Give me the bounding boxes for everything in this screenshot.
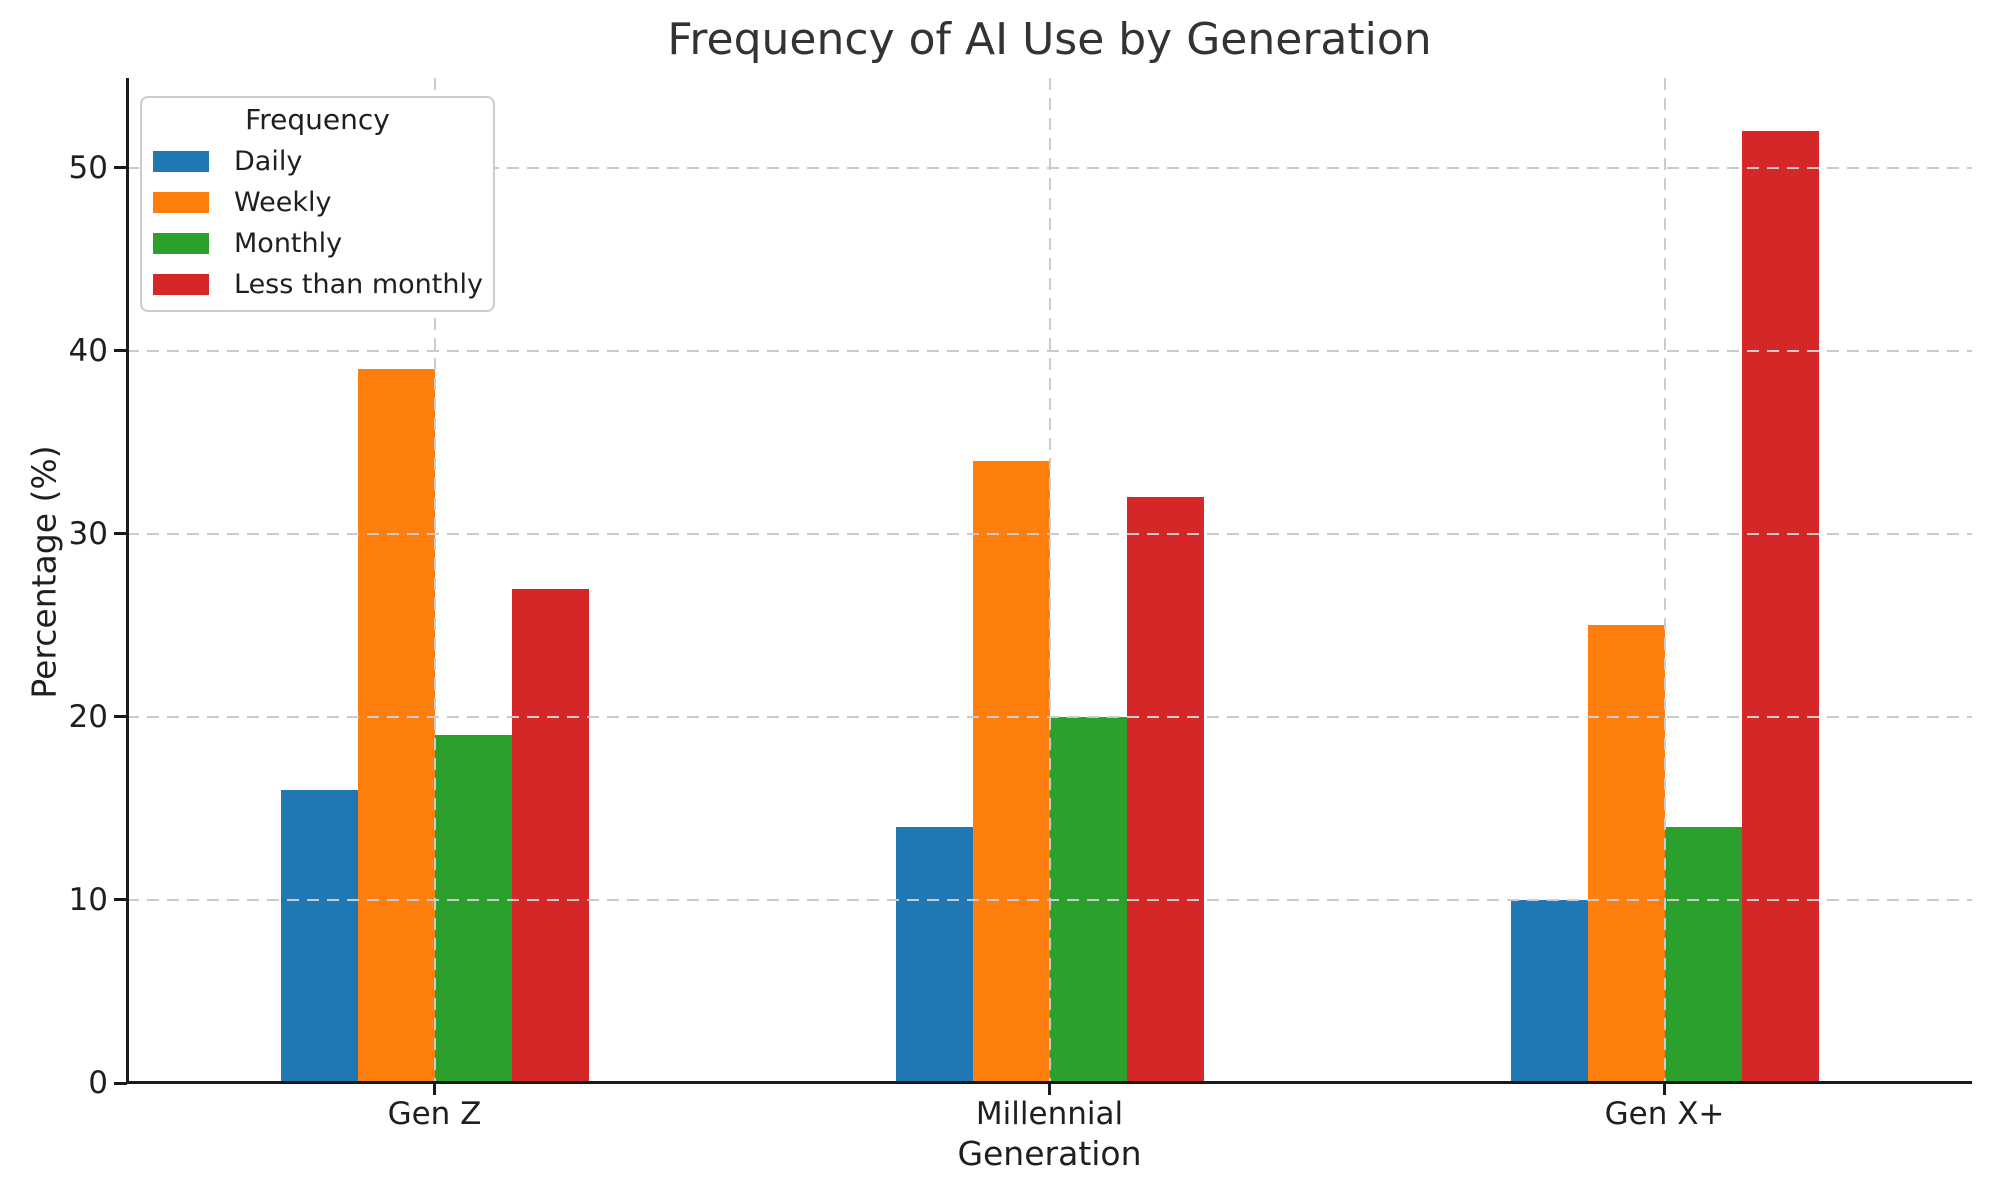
x-axis-spine <box>126 1081 1972 1084</box>
y-tick-label-0: 0 <box>88 1065 108 1101</box>
x-tick-label-millennial: Millennial <box>975 1096 1124 1132</box>
legend-item-daily: Daily <box>142 141 493 182</box>
bar-gen-x-daily <box>1510 899 1588 1083</box>
legend: Frequency Daily Weekly Monthly Less than… <box>140 96 495 312</box>
legend-swatch-less-than-monthly <box>153 274 209 295</box>
bar-millennial-daily <box>895 826 973 1083</box>
bar-gen-z-monthly <box>434 735 512 1083</box>
bar-gen-x-weekly <box>1587 625 1665 1083</box>
x-tick-millennial <box>1048 1083 1051 1095</box>
y-axis-spine <box>126 78 129 1083</box>
y-tick-label-30: 30 <box>68 515 108 552</box>
y-tick-20 <box>114 715 127 719</box>
x-tick-gen-x <box>1663 1083 1666 1095</box>
x-tick-label-gen-z: Gen Z <box>387 1096 482 1132</box>
legend-swatch-weekly <box>153 192 209 213</box>
x-axis-label: Generation <box>957 1134 1142 1173</box>
legend-title: Frequency <box>245 103 390 136</box>
legend-item-monthly: Monthly <box>142 223 493 264</box>
y-tick-label-10: 10 <box>68 881 108 918</box>
legend-label-monthly: Monthly <box>234 228 343 259</box>
gridline-x-millennial <box>1048 78 1051 1083</box>
x-tick-gen-z <box>433 1083 436 1095</box>
plot-area: 0 10 20 30 40 50 Gen Z Millennial Gen X+ <box>69 78 1972 1132</box>
y-tick-30 <box>114 532 127 536</box>
gridline-x-gen-x <box>1663 78 1666 1083</box>
legend-label-less-than-monthly: Less than monthly <box>234 269 483 300</box>
legend-swatch-daily <box>153 151 209 172</box>
y-tick-0 <box>114 1081 127 1085</box>
bar-gen-x-monthly <box>1664 826 1742 1083</box>
bar-millennial-weekly <box>972 460 1050 1083</box>
y-tick-label-50: 50 <box>68 149 108 186</box>
legend-swatch-monthly <box>153 233 209 254</box>
legend-item-weekly: Weekly <box>142 182 493 223</box>
y-tick-label-40: 40 <box>68 332 108 369</box>
y-tick-label-20: 20 <box>68 698 108 735</box>
y-tick-10 <box>114 898 127 902</box>
legend-label-weekly: Weekly <box>234 187 332 218</box>
bar-gen-z-daily <box>280 790 358 1083</box>
x-tick-label-gen-x: Gen X+ <box>1604 1096 1725 1132</box>
legend-label-daily: Daily <box>234 146 303 177</box>
y-tick-50 <box>114 166 127 170</box>
legend-rows: Daily Weekly Monthly Less than monthly <box>142 141 493 305</box>
bar-gen-z-weekly <box>357 369 435 1083</box>
bar-gen-z-less-than-monthly <box>511 588 589 1083</box>
chart-title: Frequency of AI Use by Generation <box>667 14 1432 65</box>
bar-gen-x-less-than-monthly <box>1741 131 1819 1083</box>
y-axis-label: Percentage (%) <box>24 445 64 699</box>
y-tick-40 <box>114 349 127 353</box>
legend-item-less-than-monthly: Less than monthly <box>142 264 493 305</box>
gridline-x-gen-z <box>433 78 436 1083</box>
bar-millennial-less-than-monthly <box>1126 497 1204 1083</box>
